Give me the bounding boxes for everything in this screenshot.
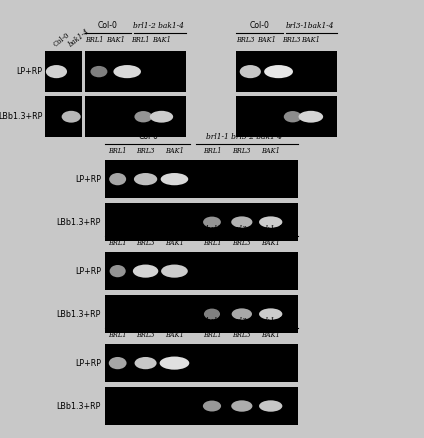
Ellipse shape bbox=[109, 173, 126, 185]
Ellipse shape bbox=[259, 308, 282, 320]
Ellipse shape bbox=[259, 400, 282, 412]
Text: Col-0: Col-0 bbox=[98, 21, 118, 30]
Bar bbox=[105, 252, 298, 290]
Ellipse shape bbox=[203, 400, 221, 412]
Text: Col-0: Col-0 bbox=[139, 224, 159, 233]
Bar bbox=[85, 51, 186, 92]
Text: BRL1: BRL1 bbox=[109, 331, 127, 339]
Text: brl1-1 brl3-3 bak1-4: brl1-1 brl3-3 bak1-4 bbox=[206, 226, 282, 233]
Text: BAK1: BAK1 bbox=[301, 36, 320, 44]
Text: brl3-1bak1-4: brl3-1bak1-4 bbox=[286, 22, 334, 30]
Bar bbox=[236, 51, 337, 92]
Ellipse shape bbox=[259, 216, 282, 228]
Text: BRL3: BRL3 bbox=[236, 36, 254, 44]
Text: BRL1: BRL1 bbox=[203, 331, 221, 339]
Ellipse shape bbox=[264, 65, 293, 78]
Ellipse shape bbox=[109, 357, 127, 369]
Text: LBb1.3+RP: LBb1.3+RP bbox=[0, 112, 42, 121]
Ellipse shape bbox=[90, 66, 107, 78]
Ellipse shape bbox=[134, 111, 152, 122]
Bar bbox=[45, 51, 82, 92]
Text: LP+RP: LP+RP bbox=[75, 359, 101, 367]
Text: BRL3: BRL3 bbox=[233, 239, 251, 247]
Text: BRL1: BRL1 bbox=[203, 239, 221, 247]
Ellipse shape bbox=[284, 111, 301, 122]
Text: LBb1.3+RP: LBb1.3+RP bbox=[56, 402, 101, 410]
Text: BAK1: BAK1 bbox=[261, 147, 280, 155]
Text: BAK1: BAK1 bbox=[165, 239, 184, 247]
Text: BAK1: BAK1 bbox=[165, 147, 184, 155]
Ellipse shape bbox=[134, 173, 157, 185]
Bar bbox=[105, 295, 298, 333]
Text: BRL1: BRL1 bbox=[131, 36, 150, 44]
Text: brl1-1 brl3-2 bak1-4: brl1-1 brl3-2 bak1-4 bbox=[206, 134, 282, 141]
Bar bbox=[236, 96, 337, 137]
Ellipse shape bbox=[240, 65, 261, 78]
Text: BRL3: BRL3 bbox=[233, 147, 251, 155]
Text: BRL1: BRL1 bbox=[109, 239, 127, 247]
Ellipse shape bbox=[203, 216, 221, 228]
Ellipse shape bbox=[159, 357, 189, 370]
Text: BRL3: BRL3 bbox=[137, 331, 155, 339]
Bar bbox=[105, 203, 298, 241]
Text: BRL3: BRL3 bbox=[137, 239, 155, 247]
Text: LP+RP: LP+RP bbox=[75, 267, 101, 276]
Text: Col-0: Col-0 bbox=[52, 32, 72, 49]
Bar bbox=[105, 160, 298, 198]
Bar bbox=[105, 344, 298, 382]
Bar bbox=[85, 96, 186, 137]
Bar bbox=[105, 387, 298, 425]
Text: BRL1: BRL1 bbox=[85, 36, 103, 44]
Text: BRL3: BRL3 bbox=[233, 331, 251, 339]
Text: BRL3: BRL3 bbox=[282, 36, 301, 44]
Ellipse shape bbox=[61, 111, 81, 123]
Text: LBb1.3+RP: LBb1.3+RP bbox=[56, 218, 101, 226]
Text: Col-0: Col-0 bbox=[249, 21, 269, 30]
Ellipse shape bbox=[231, 216, 252, 228]
Ellipse shape bbox=[232, 308, 252, 320]
Ellipse shape bbox=[134, 357, 156, 369]
Text: BAK1: BAK1 bbox=[106, 36, 125, 44]
Text: BAK1: BAK1 bbox=[261, 331, 280, 339]
Ellipse shape bbox=[150, 111, 173, 123]
Text: LBb1.3+RP: LBb1.3+RP bbox=[56, 310, 101, 318]
Ellipse shape bbox=[231, 400, 252, 412]
Ellipse shape bbox=[46, 65, 67, 78]
Text: BAK1: BAK1 bbox=[152, 36, 171, 44]
Ellipse shape bbox=[204, 308, 220, 320]
Ellipse shape bbox=[161, 265, 188, 278]
Ellipse shape bbox=[110, 265, 126, 277]
Text: BAK1: BAK1 bbox=[261, 239, 280, 247]
Text: LP+RP: LP+RP bbox=[75, 175, 101, 184]
Ellipse shape bbox=[298, 111, 323, 123]
Text: Col-0: Col-0 bbox=[139, 132, 159, 141]
Text: BRL1: BRL1 bbox=[109, 147, 127, 155]
Text: BAK1: BAK1 bbox=[257, 36, 276, 44]
Text: brl1-2 bak1-4: brl1-2 bak1-4 bbox=[133, 22, 184, 30]
Text: BRL3: BRL3 bbox=[137, 147, 155, 155]
Ellipse shape bbox=[133, 265, 158, 278]
Text: BRL1: BRL1 bbox=[203, 147, 221, 155]
Text: brl1-2 brl3-1 bak1-4: brl1-2 brl3-1 bak1-4 bbox=[206, 318, 282, 325]
Text: LP+RP: LP+RP bbox=[17, 67, 42, 76]
Ellipse shape bbox=[161, 173, 188, 185]
Ellipse shape bbox=[113, 65, 141, 78]
Bar bbox=[45, 96, 82, 137]
Text: bak1-4: bak1-4 bbox=[67, 28, 92, 49]
Text: BAK1: BAK1 bbox=[165, 331, 184, 339]
Text: Col-0: Col-0 bbox=[139, 316, 159, 325]
